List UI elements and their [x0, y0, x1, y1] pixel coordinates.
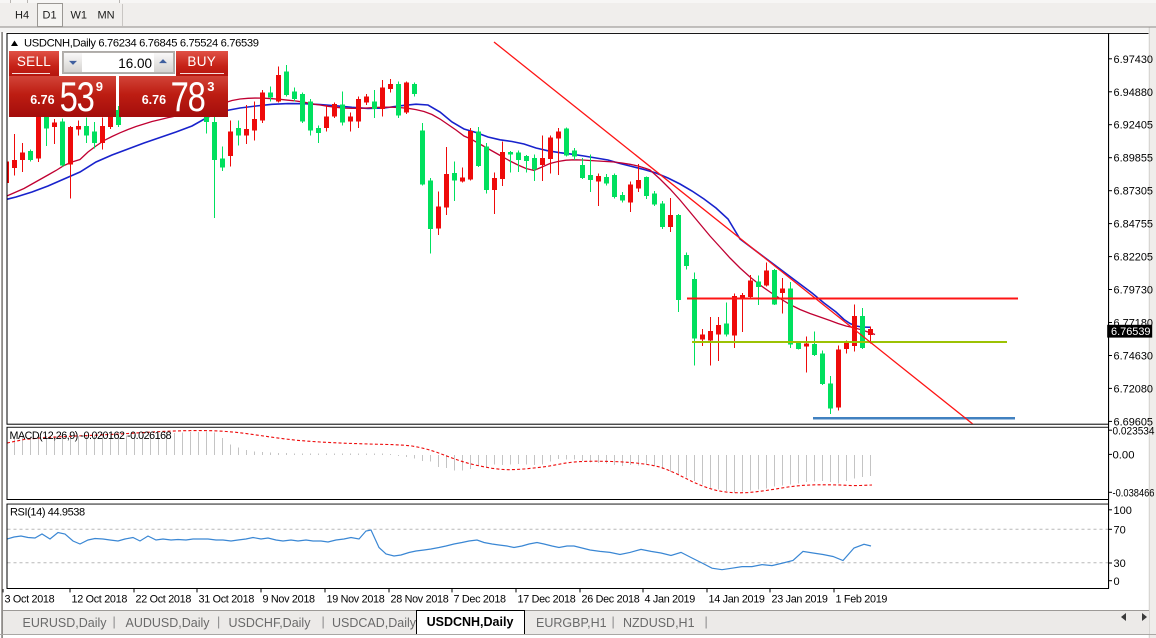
- svg-text:9 Nov 2018: 9 Nov 2018: [263, 593, 316, 605]
- svg-text:22 Oct 2018: 22 Oct 2018: [136, 593, 192, 605]
- svg-text:4 Jan 2019: 4 Jan 2019: [645, 593, 696, 605]
- svg-text:-0.038466: -0.038466: [1113, 488, 1155, 500]
- svg-text:31 Oct 2018: 31 Oct 2018: [199, 593, 255, 605]
- svg-text:7 Dec 2018: 7 Dec 2018: [454, 593, 507, 605]
- svg-text:26 Dec 2018: 26 Dec 2018: [582, 593, 640, 605]
- svg-text:0: 0: [1114, 576, 1120, 588]
- svg-text:USDCNH,Daily 6.76234 6.76845: USDCNH,Daily 6.76234 6.76845 6.75524 6.7…: [24, 37, 259, 49]
- svg-text:17 Dec 2018: 17 Dec 2018: [518, 593, 576, 605]
- svg-text:6.92405: 6.92405: [1114, 120, 1154, 132]
- svg-text:6.94880: 6.94880: [1114, 87, 1154, 99]
- svg-text:30: 30: [1114, 558, 1126, 570]
- svg-text:6.72080: 6.72080: [1114, 383, 1154, 395]
- svg-text:6.97430: 6.97430: [1114, 54, 1154, 66]
- svg-text:12 Oct 2018: 12 Oct 2018: [72, 593, 128, 605]
- svg-text:100: 100: [1114, 505, 1132, 517]
- svg-text:14 Jan 2019: 14 Jan 2019: [709, 593, 765, 605]
- svg-text:MACD(12,26,9) -0.020162 -0.026: MACD(12,26,9) -0.020162 -0.026168: [10, 430, 172, 442]
- svg-text:6.79730: 6.79730: [1114, 285, 1154, 297]
- svg-text:3 Oct 2018: 3 Oct 2018: [5, 593, 55, 605]
- svg-text:6.69605: 6.69605: [1114, 416, 1154, 428]
- svg-text:0.00: 0.00: [1113, 450, 1135, 462]
- svg-text:6.82205: 6.82205: [1114, 252, 1154, 264]
- svg-text:1 Feb 2019: 1 Feb 2019: [836, 593, 888, 605]
- svg-text:28 Nov 2018: 28 Nov 2018: [391, 593, 449, 605]
- svg-text:D1: D1: [43, 10, 57, 22]
- svg-text:6.89855: 6.89855: [1114, 153, 1154, 165]
- svg-text:6.74630: 6.74630: [1114, 351, 1154, 363]
- svg-text:RSI(14) 44.9538: RSI(14) 44.9538: [10, 507, 85, 519]
- svg-text:6.87305: 6.87305: [1114, 186, 1154, 198]
- svg-text:W1: W1: [71, 10, 88, 22]
- svg-text:0.023534: 0.023534: [1113, 425, 1155, 437]
- svg-text:23 Jan 2019: 23 Jan 2019: [772, 593, 828, 605]
- svg-text:6.84755: 6.84755: [1114, 219, 1154, 231]
- svg-text:MN: MN: [98, 10, 115, 22]
- svg-text:H4: H4: [15, 10, 29, 22]
- svg-text:70: 70: [1114, 525, 1126, 537]
- svg-text:6.76539: 6.76539: [1111, 326, 1151, 338]
- svg-text:19 Nov 2018: 19 Nov 2018: [327, 593, 385, 605]
